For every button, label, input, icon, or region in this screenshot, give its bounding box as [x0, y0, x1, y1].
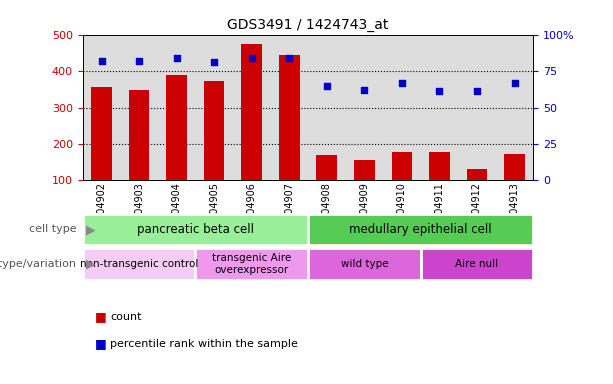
- Bar: [166, 75, 187, 180]
- Bar: [308, 214, 533, 245]
- Bar: [83, 214, 308, 245]
- Text: transgenic Aire
overexpressor: transgenic Aire overexpressor: [212, 253, 291, 275]
- Point: [97, 58, 107, 64]
- Title: GDS3491 / 1424743_at: GDS3491 / 1424743_at: [227, 18, 389, 32]
- Point: [134, 58, 144, 64]
- Bar: [392, 152, 412, 180]
- Text: non-transgenic control: non-transgenic control: [80, 259, 198, 269]
- Text: ▶: ▶: [86, 258, 96, 270]
- Bar: [421, 248, 533, 280]
- Text: pancreatic beta cell: pancreatic beta cell: [137, 223, 254, 236]
- Bar: [308, 248, 421, 280]
- Point: [247, 55, 257, 61]
- Bar: [466, 169, 487, 180]
- Bar: [83, 248, 196, 280]
- Point: [472, 88, 482, 94]
- Bar: [129, 90, 150, 180]
- Text: wild type: wild type: [341, 259, 388, 269]
- Bar: [279, 55, 300, 180]
- Text: count: count: [110, 312, 142, 322]
- Text: medullary epithelial cell: medullary epithelial cell: [349, 223, 492, 236]
- Bar: [196, 248, 308, 280]
- Bar: [429, 152, 450, 180]
- Point: [172, 55, 181, 61]
- Point: [435, 88, 444, 94]
- Text: cell type: cell type: [29, 224, 77, 235]
- Point: [209, 59, 219, 65]
- Text: ▶: ▶: [86, 223, 96, 236]
- Text: percentile rank within the sample: percentile rank within the sample: [110, 339, 298, 349]
- Text: ■: ■: [95, 310, 107, 323]
- Bar: [504, 154, 525, 180]
- Text: genotype/variation: genotype/variation: [0, 259, 77, 269]
- Text: ■: ■: [95, 337, 107, 350]
- Point: [284, 55, 294, 61]
- Point: [397, 79, 407, 86]
- Bar: [242, 44, 262, 180]
- Bar: [354, 160, 375, 180]
- Text: Aire null: Aire null: [455, 259, 498, 269]
- Point: [322, 83, 332, 89]
- Point: [509, 79, 519, 86]
- Bar: [204, 81, 224, 180]
- Bar: [316, 155, 337, 180]
- Bar: [91, 88, 112, 180]
- Point: [359, 87, 369, 93]
